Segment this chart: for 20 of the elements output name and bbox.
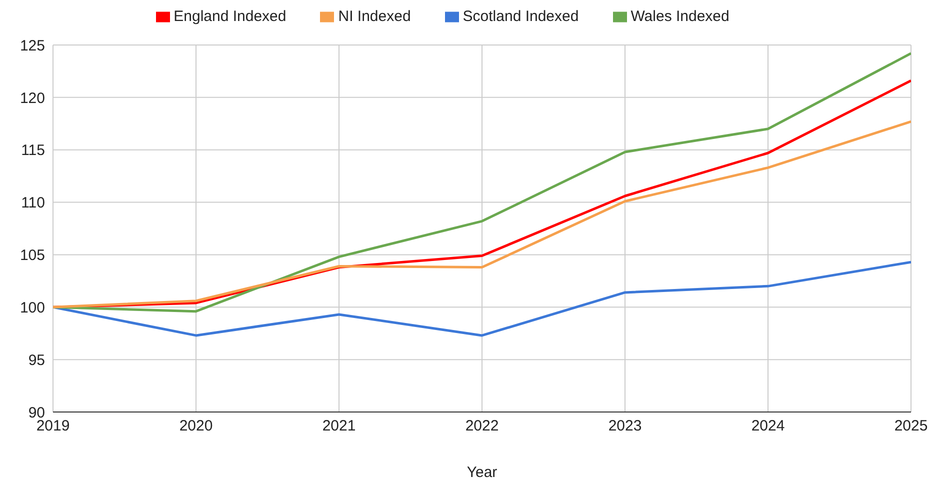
y-tick-label: 120 bbox=[20, 90, 45, 107]
y-tick-label: 95 bbox=[28, 352, 45, 369]
x-tick-label: 2021 bbox=[322, 418, 356, 435]
y-tick-label: 100 bbox=[20, 299, 45, 316]
x-tick-label: 2025 bbox=[894, 418, 928, 435]
y-tick-label: 110 bbox=[21, 194, 45, 212]
legend-label: Scotland Indexed bbox=[462, 8, 579, 25]
x-axis-title: Year bbox=[466, 464, 498, 481]
legend-label: Wales Indexed bbox=[630, 8, 730, 25]
line-series bbox=[53, 260, 911, 337]
legend-label: NI Indexed bbox=[338, 8, 411, 25]
y-tick-label: 105 bbox=[20, 247, 45, 264]
x-tick-label: 2022 bbox=[465, 418, 499, 435]
x-tick-label: 2020 bbox=[179, 418, 213, 435]
y-tick-label: 115 bbox=[21, 142, 45, 160]
legend-label: England Indexed bbox=[174, 8, 286, 25]
y-tick-label: 125 bbox=[20, 37, 45, 54]
line-series bbox=[53, 120, 911, 308]
x-tick-label: 2023 bbox=[608, 418, 642, 435]
x-tick-label: 2024 bbox=[751, 418, 785, 435]
